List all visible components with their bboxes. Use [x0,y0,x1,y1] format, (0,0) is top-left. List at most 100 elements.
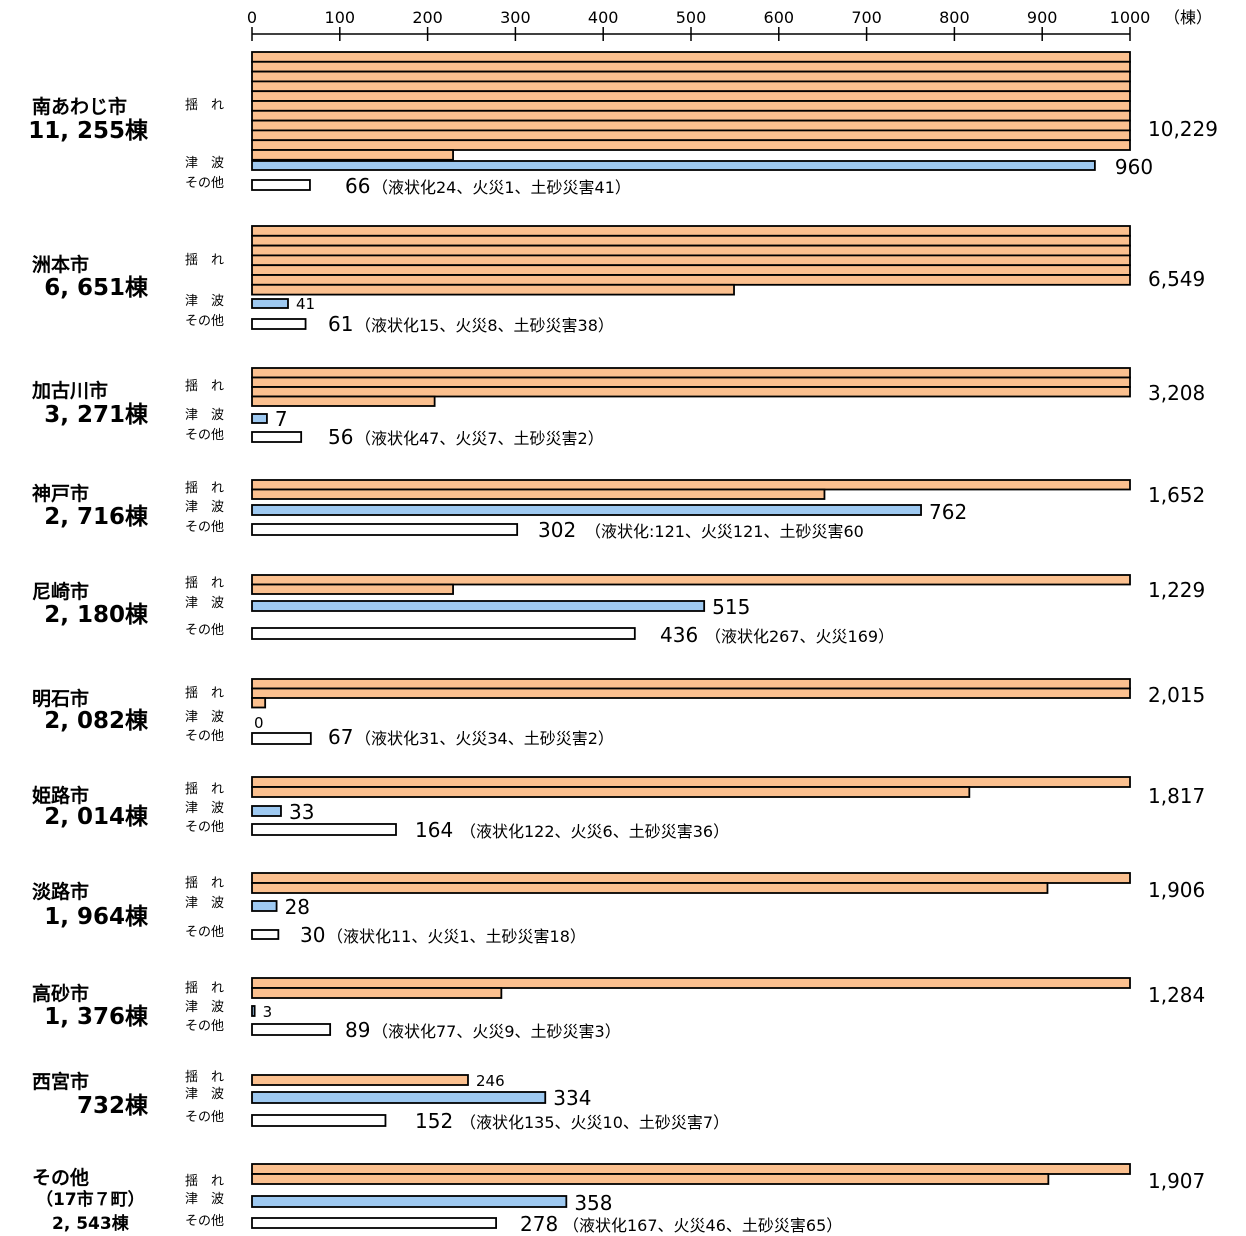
tsunami-bar [251,160,1096,171]
shake-bar [251,1074,469,1086]
other-value-label: 152 [415,1109,453,1133]
shake-bar [251,882,1049,894]
other-breakdown-note: （液状化:121、火災121、土砂災害60 [585,522,864,541]
city-name: 淡路市 [32,880,89,903]
shake-value-label: 2,015 [1148,683,1205,707]
shake-bar [251,395,436,407]
city-total: 732棟 [77,1093,149,1119]
other-bar [251,1217,497,1229]
shake-bar [251,479,1131,491]
other-bar [251,627,636,640]
row-label-tsunami: 津 波 [185,408,224,423]
other-value-label: 302 [538,518,576,542]
tsunami-bar [251,600,706,612]
shake-bar [251,274,1131,286]
city-total: 1, 376棟 [44,1004,149,1030]
row-label-tsunami: 津 波 [185,1000,224,1015]
tsunami-bar [251,805,282,817]
shake-bar [251,367,1131,379]
shake-bar [251,90,1131,102]
other-value-label: 61 [328,312,353,336]
tsunami-bar [251,504,922,516]
x-tick-label: 1000 [1110,8,1151,27]
shake-bar [251,100,1131,112]
other-breakdown-note: （液状化77、火災9、土砂災害3） [372,1022,621,1041]
tsunami-value-label: 41 [296,295,315,313]
other-value-label: 66 [345,174,370,198]
unit-label: （棟） [1164,8,1212,27]
city-name: 尼崎市 [32,580,89,603]
shake-bar [251,678,1131,690]
other-bar [251,1114,387,1127]
row-label-other: その他 [185,1214,224,1229]
other-value-label: 278 [520,1212,558,1236]
other-bar [251,523,519,536]
other-breakdown-note: （液状化47、火災7、土砂災害2） [355,429,604,448]
shake-bar [251,109,1131,122]
row-label-tsunami: 津 波 [185,896,224,911]
shake-bar [251,583,454,595]
city-total: 1, 964棟 [44,904,149,930]
shake-bar [251,697,267,709]
x-tick-label: 700 [851,8,882,27]
shake-value-label: 1,284 [1148,983,1205,1007]
shake-bar [251,234,1131,247]
shake-bar [251,786,971,798]
city-name: 洲本市 [32,253,89,276]
other-breakdown-note: （液状化24、火災1、土砂災害41） [372,178,631,197]
row-label-shake: 揺 れ [185,98,224,113]
other-bar [251,318,307,330]
other-value-label: 164 [415,818,453,842]
other-breakdown-note: （液状化11、火災1、土砂災害18） [327,927,586,946]
x-tick-label: 500 [676,8,707,27]
city-name: 高砂市 [32,982,89,1005]
x-tick-label: 400 [588,8,619,27]
city-name: その他 [32,1166,89,1189]
other-bar [251,732,312,745]
tsunami-value-label: 0 [254,714,264,732]
row-label-shake: 揺 れ [185,876,224,891]
shake-bar [251,129,1131,142]
city-name: 明石市 [32,687,89,710]
shake-value-label: 1,906 [1148,878,1205,902]
tsunami-bar [251,900,278,912]
other-bar [251,179,311,191]
shake-bar [251,264,1131,276]
x-tick-label: 0 [247,8,257,27]
x-tick-label: 800 [939,8,970,27]
row-label-other: その他 [185,1110,224,1125]
city-name: 南あわじ市 [32,95,127,118]
city-total: 2, 180棟 [44,602,149,628]
shake-bar [251,119,1131,132]
row-label-shake: 揺 れ [185,576,224,591]
city-name: 姫路市 [32,784,89,807]
row-label-tsunami: 津 波 [185,1192,224,1207]
x-tick-label: 300 [500,8,531,27]
other-value-label: 89 [345,1018,370,1042]
shake-value-label: 1,817 [1148,784,1205,808]
row-label-other: その他 [185,1019,224,1034]
other-bar [251,929,280,940]
shake-bar [251,225,1131,237]
tsunami-bar [251,298,289,309]
city-total: 2, 716棟 [44,504,149,530]
row-label-shake: 揺 れ [185,253,224,268]
shake-value-label: 246 [476,1072,505,1090]
x-tick-label: 100 [325,8,356,27]
row-label-shake: 揺 れ [185,686,224,701]
shake-bar [251,977,1131,989]
shake-bar [251,1173,1050,1185]
shake-bar [251,1163,1131,1175]
shake-bar [251,244,1131,257]
row-label-tsunami: 津 波 [185,801,224,816]
shake-bar [251,776,1131,788]
other-value-label: 67 [328,725,353,749]
row-label-tsunami: 津 波 [185,156,224,171]
shake-bar [251,51,1131,63]
